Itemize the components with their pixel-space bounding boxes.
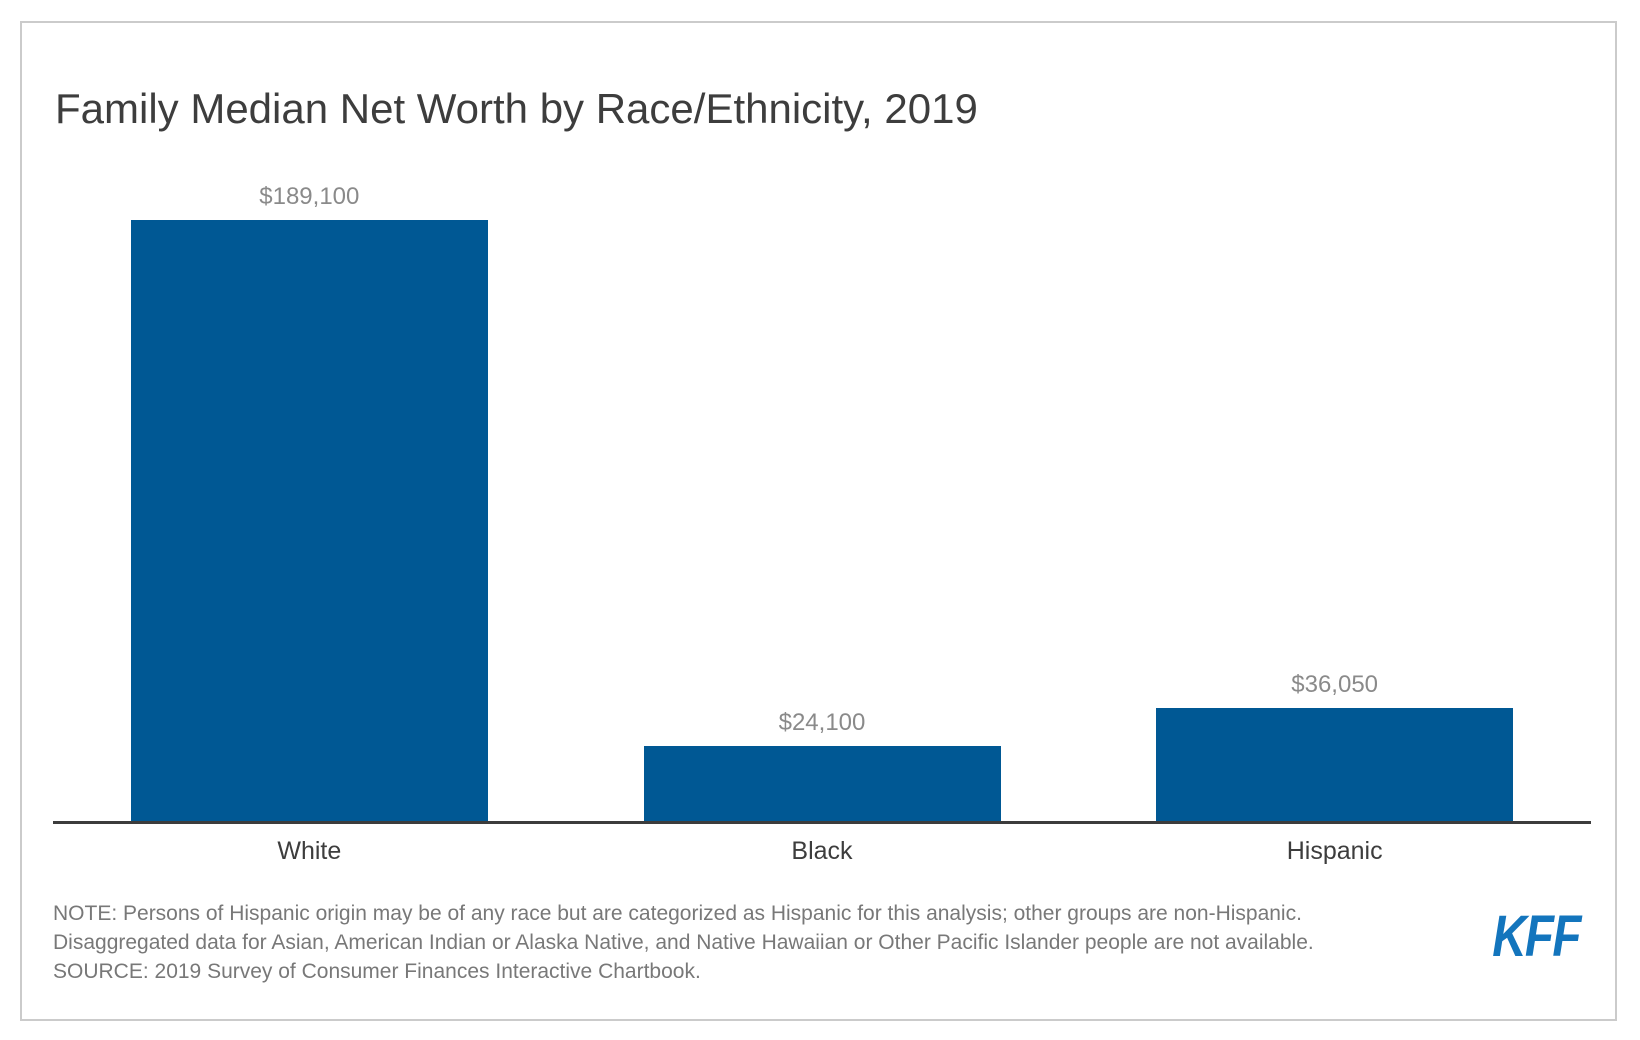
bar-chart-plot: $189,100 White $24,100 Black $36,050 Hispanic: [53, 23, 1591, 865]
category-label-hispanic: Hispanic: [1286, 837, 1383, 865]
bar-value-label-white: $189,100: [259, 183, 360, 210]
note-line-2: Disaggregated data for Asian, American I…: [53, 931, 1314, 954]
bar-value-label-black: $24,100: [778, 709, 866, 736]
chart-card: Family Median Net Worth by Race/Ethnicit…: [20, 21, 1617, 1021]
chart-notes: NOTE: Persons of Hispanic origin may be …: [53, 899, 1314, 986]
x-axis-line: [53, 821, 1591, 824]
bar-value-label-hispanic: $36,050: [1291, 671, 1379, 698]
note-line-1: NOTE: Persons of Hispanic origin may be …: [53, 902, 1302, 925]
source-line: SOURCE: 2019 Survey of Consumer Finances…: [53, 960, 701, 983]
bar-black: [643, 746, 1001, 823]
category-label-black: Black: [791, 837, 853, 865]
category-label-white: White: [277, 837, 342, 865]
chart-title: Family Median Net Worth by Race/Ethnicit…: [55, 85, 978, 132]
kff-logo: KFF: [1492, 904, 1581, 969]
bar-hispanic: [1156, 708, 1514, 823]
bar-white: [130, 220, 488, 823]
